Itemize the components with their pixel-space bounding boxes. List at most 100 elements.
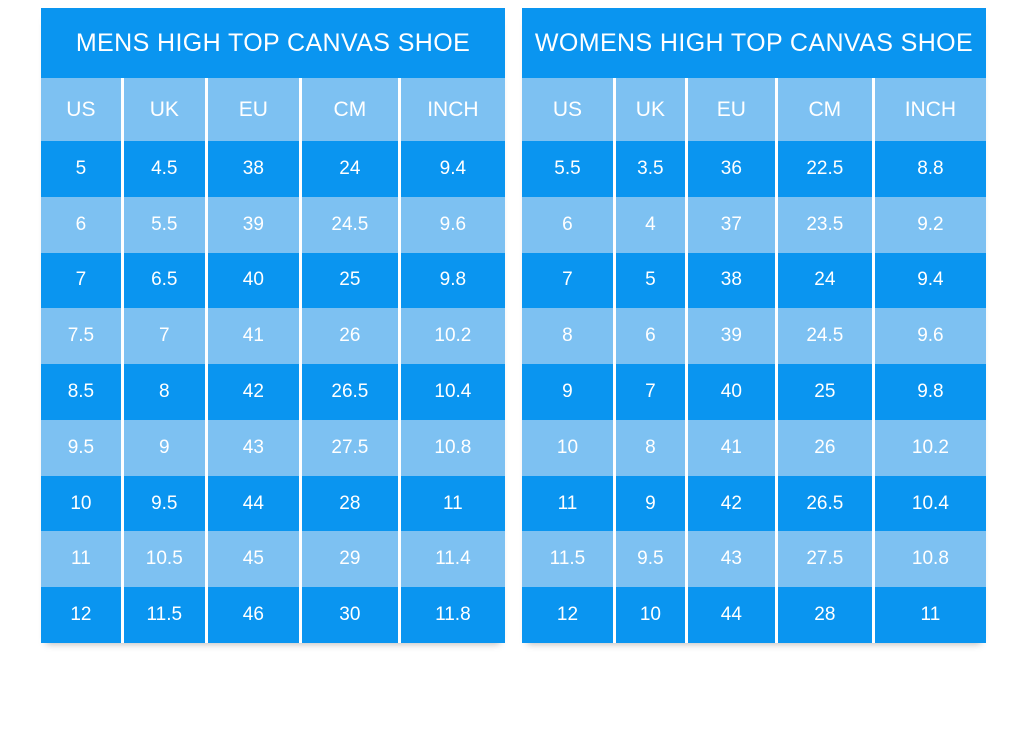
table-row: 10 8 41 26 10.2 bbox=[522, 419, 986, 476]
table-row: 10 9.5 44 28 11 bbox=[41, 475, 505, 532]
table-cell: 42 bbox=[204, 364, 299, 420]
table-cell: 41 bbox=[204, 308, 299, 365]
table-row: 7.5 7 41 26 10.2 bbox=[41, 308, 505, 365]
table-cell: 12 bbox=[70, 604, 92, 626]
table-cell: 28 bbox=[774, 587, 872, 644]
table-cell: 23.5 bbox=[774, 196, 872, 253]
table-cell: 38 bbox=[204, 141, 299, 197]
table-row: 5.5 3.5 36 22.5 8.8 bbox=[522, 141, 986, 197]
table-row: 6 4 37 23.5 9.2 bbox=[522, 196, 986, 253]
table-cell: 5 bbox=[75, 157, 87, 179]
table-cell: 11 bbox=[871, 587, 986, 644]
table-cell: 10.4 bbox=[397, 364, 505, 420]
table-cell: 44 bbox=[204, 475, 299, 532]
table-cell: 10.4 bbox=[871, 475, 986, 532]
table-cell: 11.5 bbox=[549, 548, 586, 570]
table-cell: 7 bbox=[612, 364, 685, 420]
table-row: 8 6 39 24.5 9.6 bbox=[522, 308, 986, 365]
table-cell: 6.5 bbox=[120, 252, 205, 309]
column-header: INCH bbox=[871, 78, 986, 141]
table-cell: 9.5 bbox=[120, 475, 205, 532]
table-cell: 24 bbox=[298, 141, 398, 197]
mens-size-table: MENS HIGH TOP CANVAS SHOE US UK EU CM INCH 5… bbox=[41, 8, 505, 644]
table-cell: 4 bbox=[612, 196, 685, 253]
table-cell: 37 bbox=[684, 196, 775, 253]
table-row: 9 7 40 25 9.8 bbox=[522, 364, 986, 420]
table-cell: 5.5 bbox=[554, 157, 581, 179]
table-cell: 39 bbox=[204, 196, 299, 253]
table-cell: 10 bbox=[612, 587, 685, 644]
table-cell: 24 bbox=[774, 252, 872, 309]
table-cell: 43 bbox=[684, 531, 775, 588]
table-cell: 11 bbox=[557, 492, 578, 514]
table-cell: 9.6 bbox=[397, 196, 505, 253]
table-cell: 9 bbox=[612, 475, 685, 532]
table-row: 11 9 42 26.5 10.4 bbox=[522, 475, 986, 532]
table-row: 12 10 44 28 11 bbox=[522, 587, 986, 644]
column-header: INCH bbox=[397, 78, 505, 141]
column-header: CM bbox=[298, 78, 398, 141]
table-cell: 8.5 bbox=[67, 381, 95, 403]
table-cell: 41 bbox=[684, 419, 775, 476]
table-cell: 40 bbox=[204, 252, 299, 309]
table-cell: 5 bbox=[612, 252, 685, 309]
table-cell: 8 bbox=[612, 419, 685, 476]
table-cell: 10.8 bbox=[871, 531, 986, 588]
table-cell: 39 bbox=[684, 308, 775, 365]
table-cell: 9.5 bbox=[67, 436, 95, 458]
table-cell: 7 bbox=[75, 269, 87, 291]
table-cell: 3.5 bbox=[612, 141, 685, 197]
column-header: UK bbox=[612, 78, 685, 141]
column-header: US bbox=[552, 97, 583, 121]
table-cell: 7.5 bbox=[67, 325, 95, 347]
table-cell: 6 bbox=[75, 213, 87, 235]
table-cell: 46 bbox=[204, 587, 299, 644]
table-cell: 38 bbox=[684, 252, 775, 309]
table-row: 5 4.5 38 24 9.4 bbox=[41, 141, 505, 197]
womens-size-table: WOMENS HIGH TOP CANVAS SHOE US UK EU CM INCH… bbox=[522, 8, 986, 644]
table-cell: 42 bbox=[684, 475, 775, 532]
table-cell: 9.4 bbox=[397, 141, 505, 197]
table-row: 8.5 8 42 26.5 10.4 bbox=[41, 364, 505, 420]
size-charts: MENS HIGH TOP CANVAS SHOE US UK EU CM INCH 5… bbox=[41, 8, 986, 644]
table-cell: 9.5 bbox=[612, 531, 685, 588]
table-row: 9.5 9 43 27.5 10.8 bbox=[41, 419, 505, 476]
table-cell: 26 bbox=[298, 308, 398, 365]
table-row: 7 6.5 40 25 9.8 bbox=[41, 252, 505, 309]
column-header: EU bbox=[204, 78, 299, 141]
table-cell: 6 bbox=[612, 308, 685, 365]
table-cell: 10 bbox=[556, 436, 579, 458]
table-cell: 22.5 bbox=[774, 141, 872, 197]
column-header: EU bbox=[684, 78, 775, 141]
column-header: US bbox=[66, 97, 96, 121]
table-cell: 7 bbox=[120, 308, 205, 365]
table-cell: 8 bbox=[120, 364, 205, 420]
table-cell: 27.5 bbox=[298, 419, 398, 476]
table-row: 6 5.5 39 24.5 9.6 bbox=[41, 196, 505, 253]
table-cell: 10.5 bbox=[120, 531, 205, 588]
table-cell: 28 bbox=[298, 475, 398, 532]
header-row: US UK EU CM INCH bbox=[522, 78, 986, 141]
table-row: 11.5 9.5 43 27.5 10.8 bbox=[522, 531, 986, 588]
table-cell: 6 bbox=[562, 213, 573, 235]
table-cell: 26.5 bbox=[774, 475, 872, 532]
table-row: 7 5 38 24 9.4 bbox=[522, 252, 986, 309]
table-cell: 27.5 bbox=[774, 531, 872, 588]
table-cell: 40 bbox=[684, 364, 775, 420]
table-body: 5 4.5 38 24 9.4 6 5.5 39 24.5 9.6 7 6.5 40 25 9.8 7.5 7 4… bbox=[41, 141, 505, 644]
table-cell: 44 bbox=[684, 587, 775, 644]
table-cell: 9.4 bbox=[871, 252, 986, 309]
table-cell: 9.2 bbox=[871, 196, 986, 253]
table-cell: 12 bbox=[556, 604, 579, 626]
table-cell: 26 bbox=[774, 419, 872, 476]
table-cell: 25 bbox=[298, 252, 398, 309]
table-cell: 11 bbox=[397, 475, 505, 532]
table-cell: 9.6 bbox=[871, 308, 986, 365]
column-header: UK bbox=[120, 78, 205, 141]
table-cell: 11.4 bbox=[397, 531, 505, 588]
table-cell: 10.2 bbox=[871, 419, 986, 476]
table-cell: 30 bbox=[298, 587, 398, 644]
table-cell: 45 bbox=[204, 531, 299, 588]
mens-table-title: MENS HIGH TOP CANVAS SHOE bbox=[41, 8, 505, 78]
table-cell: 10.2 bbox=[397, 308, 505, 365]
